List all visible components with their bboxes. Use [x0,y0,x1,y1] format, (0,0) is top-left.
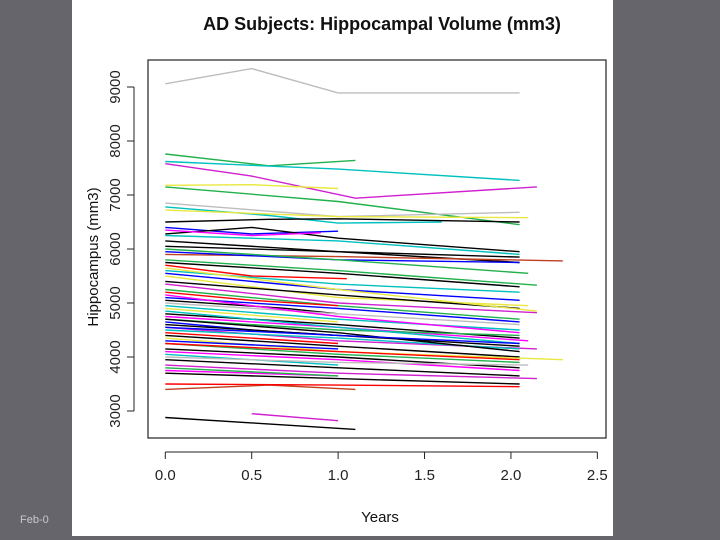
series-line-24 [165,283,537,314]
x-tick-label: 1.0 [328,467,349,484]
series-line-13 [165,229,321,237]
series-line-10 [165,209,529,219]
series-line-4 [165,163,537,199]
series-line-57 [165,294,520,334]
footer-text: Feb-0 [20,514,49,526]
series-line-28 [165,299,339,315]
series-line-43 [165,342,520,364]
series-line-31 [165,307,339,323]
series-line-27 [165,296,520,323]
series-line-62 [165,267,537,312]
y-axis: 3000 4000 5000 6000 7000 8000 9000 [107,70,135,428]
series-line-64 [165,342,520,361]
y-tick-label: 5000 [107,286,124,319]
series-line-3 [165,160,520,182]
series-line-59 [165,240,520,258]
y-tick-label: 3000 [107,394,124,427]
chart-title: AD Subjects: Hippocampal Volume (mm3) [203,14,561,34]
series-line-48 [165,359,520,377]
x-tick-label: 2.5 [587,467,608,484]
series-line-45 [165,350,520,372]
series-line-29 [165,302,520,326]
series-line-17 [165,259,537,286]
series-line-12 [165,226,520,253]
series-line-16 [165,253,563,262]
series-line-2 [165,153,356,167]
series-line-58 [165,272,520,301]
series-line-5 [165,183,339,190]
y-tick-label: 4000 [107,340,124,373]
series-line-60 [165,248,529,274]
y-tick-label: 9000 [107,70,124,103]
series-line-61 [165,310,520,345]
series-line-14 [165,234,520,256]
series-line-7 [165,202,520,218]
x-tick-label: 1.5 [414,467,435,484]
series-line-19 [165,261,520,288]
series-line-42 [165,340,339,350]
series-line-23 [165,280,520,310]
plot-frame [147,59,607,439]
x-tick-label: 0.0 [155,467,176,484]
chart: AD Subjects: Hippocampal Volume (mm3) 0.… [85,14,608,526]
series-line-30 [165,305,520,331]
y-axis-title: Hippocampus (mm3) [85,187,102,326]
series-line-51 [165,367,339,377]
series-line-11 [165,226,339,235]
y-tick-label: 7000 [107,178,124,211]
series-line-65 [165,326,520,345]
series-line-49 [165,364,537,380]
x-axis: 0.0 0.5 1.0 1.5 2.0 2.5 [155,451,608,484]
y-tick-label: 6000 [107,232,124,265]
slide-panel: AD Subjects: Hippocampal Volume (mm3) 0.… [72,0,613,536]
series-line-9 [165,218,520,223]
series-line-52 [165,372,520,385]
series-line-1 [165,67,520,94]
x-tick-label: 2.0 [501,467,522,484]
series-line-54 [165,383,520,388]
series-line-56 [165,416,356,431]
series-line-47 [165,356,529,366]
series-line-34 [165,318,520,337]
series-line-20 [165,264,347,280]
series-line-53 [165,384,356,391]
x-tick-label: 0.5 [241,467,262,484]
series-line-26 [165,291,339,307]
series-line-63 [165,318,520,353]
series-layer [165,67,563,431]
x-axis-title: Years [361,509,399,526]
series-line-39 [165,332,339,345]
series-line-40 [165,334,520,358]
y-tick-label: 8000 [107,124,124,157]
series-line-55 [251,413,339,422]
